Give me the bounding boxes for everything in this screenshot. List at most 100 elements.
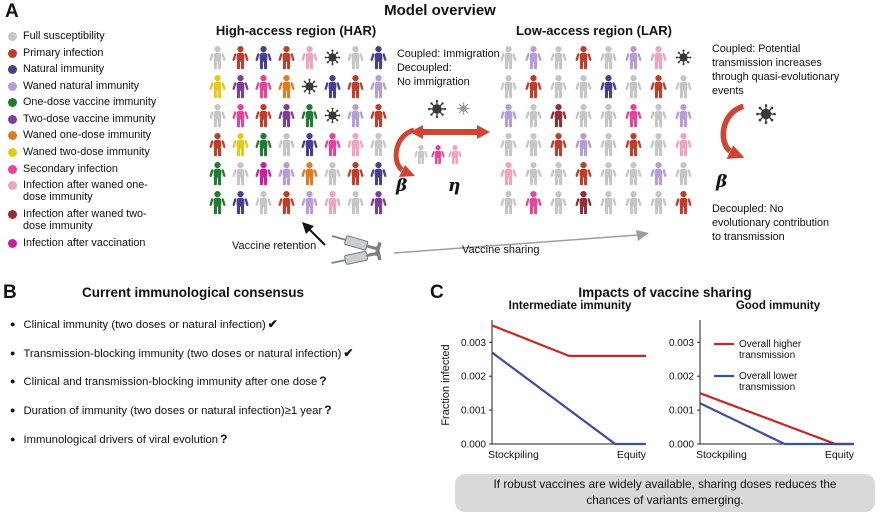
person-icon	[367, 101, 390, 130]
person-icon	[596, 43, 621, 72]
legend-label: Natural immunity	[23, 63, 104, 76]
person-icon	[521, 188, 546, 217]
legend-color-dot	[8, 48, 17, 58]
legend-color-dot	[8, 209, 17, 219]
person-icon	[621, 130, 646, 159]
legend-label: Waned two-dose immunity	[23, 146, 150, 159]
virus-icon	[671, 43, 696, 72]
legend-label: Primary infection	[23, 46, 104, 59]
person-icon	[298, 159, 321, 188]
person-icon	[275, 101, 298, 130]
legend-item: Waned one-dose immunity	[8, 129, 190, 141]
svg-text:0.003: 0.003	[669, 338, 694, 349]
legend-item: Waned natural immunity	[8, 80, 190, 92]
panel-a-label: A	[5, 1, 19, 22]
bullet-icon: ●	[10, 376, 16, 387]
person-icon	[448, 144, 462, 170]
person-icon	[596, 130, 621, 159]
chart-intermediate-immunity: Intermediate immunity 0.000 0.001 0.002 0.0…	[452, 300, 652, 471]
person-icon	[571, 101, 596, 130]
vaccine-sharing-label: Vaccine sharing	[462, 244, 540, 256]
svg-text:Equity: Equity	[617, 449, 647, 461]
person-icon	[252, 159, 275, 188]
sharing-arrow-icon	[393, 230, 649, 254]
chart-title: Good immunity	[735, 300, 821, 312]
person-icon	[646, 43, 671, 72]
person-icon	[344, 101, 367, 130]
person-icon	[275, 43, 298, 72]
person-icon	[206, 159, 229, 188]
legend-color-dot	[8, 81, 17, 91]
coupling-immigration-text: Coupled: Immigration Decoupled: No immig…	[397, 48, 500, 89]
svg-text:0.002: 0.002	[461, 372, 486, 383]
person-icon	[252, 188, 275, 217]
person-icon	[275, 159, 298, 188]
svg-text:transmission: transmission	[739, 382, 795, 393]
consensus-item: ● Clinical immunity (two doses or natural…	[10, 317, 434, 333]
person-icon	[596, 72, 621, 101]
person-icon	[571, 188, 596, 217]
person-icon	[671, 130, 696, 159]
person-icon	[646, 101, 671, 130]
bullet-icon: ●	[10, 433, 16, 444]
person-icon	[229, 130, 252, 159]
panel-b-label: B	[3, 282, 17, 303]
legend-label: Infection after waned two-dose immunity	[23, 207, 147, 232]
bullet-icon: ●	[10, 405, 16, 416]
person-icon	[298, 43, 321, 72]
person-icon	[646, 188, 671, 217]
person-icon	[496, 159, 521, 188]
person-icon	[521, 159, 546, 188]
person-icon	[367, 43, 390, 72]
person-icon	[229, 101, 252, 130]
legend-label: One-dose vaccine immunity	[23, 96, 157, 109]
legend-color-dot	[8, 148, 17, 158]
bullet-icon: ●	[10, 319, 16, 329]
person-icon	[321, 130, 344, 159]
person-icon	[521, 101, 546, 130]
transmission-arrow-icon	[720, 103, 745, 159]
legend-label: Waned one-dose immunity	[23, 129, 152, 142]
virus-icon	[321, 101, 344, 130]
person-icon	[671, 188, 696, 217]
person-icon	[496, 188, 521, 217]
person-icon	[496, 101, 521, 130]
person-icon	[229, 72, 252, 101]
person-icon	[344, 159, 367, 188]
beta-label: β	[716, 172, 728, 192]
svg-text:0.001: 0.001	[669, 406, 694, 417]
person-icon	[546, 159, 571, 188]
consensus-item: ● Immunological drivers of viral evolutio…	[10, 432, 434, 448]
person-icon	[621, 43, 646, 72]
person-icon	[496, 43, 521, 72]
virus-icon	[426, 98, 448, 125]
person-icon	[646, 159, 671, 188]
person-icon	[252, 43, 275, 72]
har-title: High-access region (HAR)	[215, 23, 377, 38]
legend-item: Secondary infection	[8, 163, 190, 175]
sharing-impacts-title: Impacts of vaccine sharing	[578, 285, 752, 300]
legend: Full susceptibility Primary infection Natu…	[8, 30, 190, 253]
legend-item: Infection after vaccination	[8, 237, 190, 249]
svg-text:0.002: 0.002	[669, 372, 694, 383]
bullet-icon: ●	[10, 347, 16, 358]
legend-color-dot	[8, 32, 17, 41]
legend-color-dot	[8, 114, 17, 124]
consensus-item-text: Immunological drivers of viral evolution…	[23, 431, 228, 446]
person-icon	[496, 130, 521, 159]
legend-label: Full susceptibility	[23, 30, 105, 42]
svg-text:Overall higher: Overall higher	[739, 339, 802, 350]
consensus-title: Current immunological consensus	[81, 285, 305, 300]
conclusion-note-text: If robust vaccines are widely available,…	[493, 477, 837, 507]
person-icon	[321, 188, 344, 217]
person-icon	[546, 188, 571, 217]
person-icon	[206, 72, 229, 101]
chart-plot: 0.000 0.001 0.002 0.003 Stockpiling Equity	[461, 320, 647, 461]
har-grid	[206, 43, 390, 217]
legend-item: Primary infection	[8, 47, 190, 59]
person-icon	[671, 159, 696, 188]
person-icon	[367, 72, 390, 101]
person-icon	[621, 159, 646, 188]
person-icon	[344, 130, 367, 159]
